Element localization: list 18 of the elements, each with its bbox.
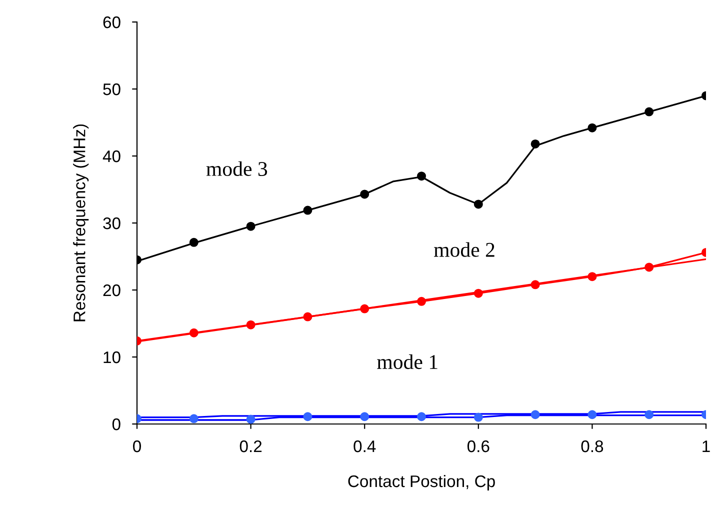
x-tick-label: 0.8 <box>581 440 604 452</box>
y-tick-label: 0 <box>112 418 120 430</box>
x-tick-label: 0 <box>133 440 141 452</box>
text: mode 3 <box>206 161 268 176</box>
x-tick-label: 1 <box>702 440 710 452</box>
x-tick-label: 0.6 <box>467 440 490 452</box>
y-tick-label: 20 <box>103 284 120 296</box>
y-tick-label: 40 <box>102 150 120 162</box>
x-tick-label: 0.2 <box>240 440 262 452</box>
y-tick-label: 10 <box>104 351 120 364</box>
y-axis-title: Resonant frequency (MHz) <box>73 124 89 322</box>
series-label: mode 2 <box>434 242 494 257</box>
y-tick-label: 60 <box>103 16 120 28</box>
y-tick-label: 50 <box>103 83 120 96</box>
x-axis-title: Contact Postion, Cp <box>348 474 495 490</box>
text: mode 1 <box>377 354 438 370</box>
y-tick-label: 30 <box>103 217 120 230</box>
x-tick-label: 0.4 <box>354 440 376 452</box>
